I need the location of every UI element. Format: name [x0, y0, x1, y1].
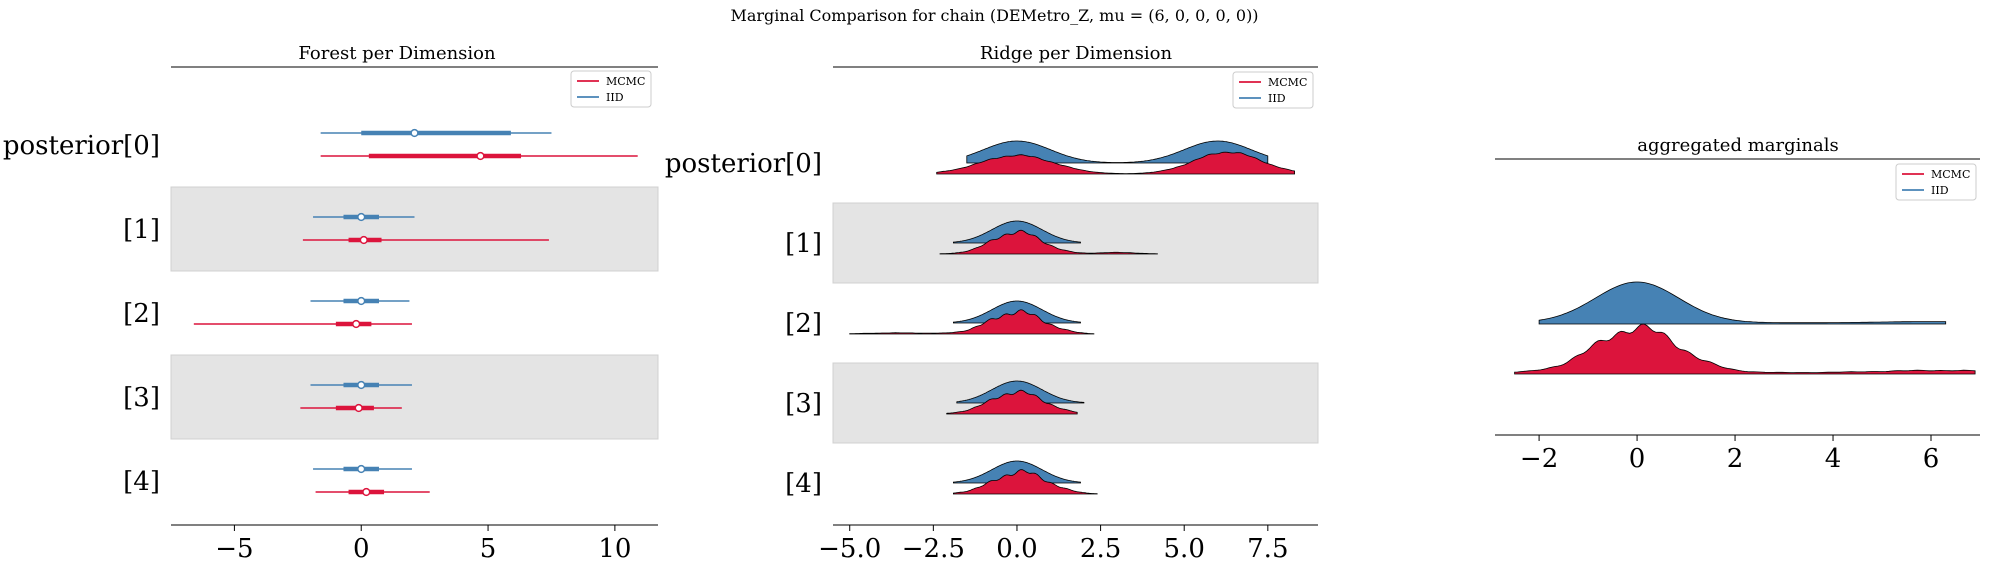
legend-mcmc-label: MCMC — [1268, 76, 1307, 89]
row-label: [2] — [123, 299, 160, 329]
density-ridge-mcmc — [939, 229, 1158, 255]
legend-iid-label: IID — [1268, 92, 1286, 105]
row-label: [2] — [785, 309, 822, 339]
aggregated-density-iid — [1538, 281, 1947, 325]
row-label: [1] — [123, 215, 160, 245]
forest-title: Forest per Dimension — [298, 43, 496, 64]
legend-iid-label: IID — [1931, 184, 1949, 197]
density-ridge-iid — [966, 140, 1269, 164]
x-tick-label: −2.5 — [902, 534, 965, 564]
row-label: posterior[0] — [665, 149, 822, 179]
x-tick-label: −5 — [215, 534, 253, 564]
row-label: posterior[0] — [3, 131, 160, 161]
row-band — [170, 354, 659, 440]
x-tick-label: 0.0 — [996, 534, 1037, 564]
aggregated-legend: MCMC IID — [1895, 163, 1977, 201]
row-label: [3] — [785, 389, 822, 419]
x-tick-label: −5.0 — [818, 534, 881, 564]
ridge-panel: Ridge per Dimension posterior[0] [1] [2] [3… — [665, 43, 1319, 564]
x-tick-label: −2 — [1520, 444, 1558, 474]
row-label: [1] — [785, 229, 822, 259]
density-ridge-mcmc — [849, 309, 1095, 335]
ridge-title: Ridge per Dimension — [980, 43, 1173, 64]
median-point-iid — [410, 128, 419, 138]
x-tick-label: 7.5 — [1247, 534, 1288, 564]
median-point-mcmc — [359, 235, 368, 245]
figure-title: Marginal Comparison for chain (DEMetro_Z… — [730, 6, 1259, 25]
density-ridge-mcmc — [946, 389, 1078, 415]
x-tick-label: 5 — [480, 534, 497, 564]
forest-legend: MCMC IID — [570, 70, 652, 108]
density-ridge-mcmc — [953, 469, 1098, 495]
x-tick-label: 4 — [1825, 444, 1842, 474]
x-tick-label: 2 — [1727, 444, 1744, 474]
row-band — [170, 186, 659, 272]
median-point-iid — [357, 212, 366, 222]
median-point-mcmc — [476, 151, 485, 161]
legend-mcmc-label: MCMC — [1931, 168, 1970, 181]
median-point-iid — [357, 380, 366, 390]
aggregated-title: aggregated marginals — [1637, 135, 1838, 156]
legend-mcmc-label: MCMC — [606, 75, 645, 88]
median-point-iid — [357, 296, 366, 306]
row-label: [3] — [123, 383, 160, 413]
x-tick-label: 10 — [598, 534, 631, 564]
median-point-iid — [357, 464, 366, 474]
median-point-mcmc — [354, 403, 363, 413]
ridge-legend: MCMC IID — [1232, 71, 1314, 109]
legend-iid-label: IID — [606, 91, 624, 104]
aggregated-panel: aggregated marginals −2 0 2 4 6 MCMC IID — [1495, 135, 1980, 474]
row-label: [4] — [785, 469, 822, 499]
row-label: [4] — [123, 467, 160, 497]
x-tick-label: 0 — [1629, 444, 1646, 474]
x-tick-label: 2.5 — [1080, 534, 1121, 564]
x-tick-label: 5.0 — [1164, 534, 1205, 564]
median-point-mcmc — [362, 487, 371, 497]
density-ridge-mcmc — [936, 151, 1295, 175]
aggregated-density-mcmc — [1514, 323, 1976, 375]
x-tick-label: 6 — [1923, 444, 1940, 474]
x-tick-label: 0 — [353, 534, 370, 564]
median-point-mcmc — [352, 319, 361, 329]
forest-panel: Forest per Dimension posterior[0] [1] [2] [… — [3, 43, 659, 564]
